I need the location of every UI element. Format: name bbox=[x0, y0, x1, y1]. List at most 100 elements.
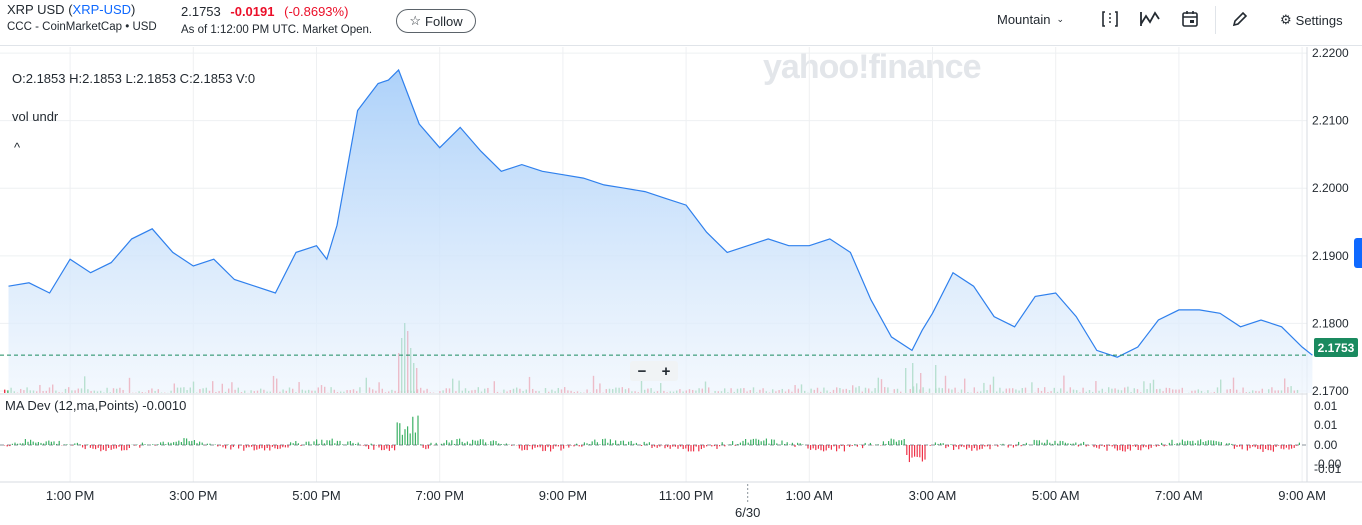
indicator-bar bbox=[230, 445, 232, 450]
indicator-bar bbox=[191, 440, 193, 445]
indicator-bar bbox=[284, 445, 286, 448]
indicator-bar bbox=[635, 442, 637, 445]
indicator-bar bbox=[563, 445, 565, 449]
symbol-title: XRP USD (XRP-USD) bbox=[7, 2, 136, 17]
indicator-bar bbox=[175, 441, 177, 445]
indicator-bar bbox=[573, 445, 575, 447]
x-tick-label: 9:00 PM bbox=[539, 488, 587, 503]
indicator-bar bbox=[297, 443, 299, 445]
indicator-bar bbox=[490, 441, 492, 445]
indicator-bar bbox=[43, 443, 45, 445]
date-marker-label: 6/30 bbox=[735, 505, 760, 520]
indicator-bar bbox=[882, 441, 884, 445]
indicator-bar bbox=[687, 445, 689, 452]
indicator-bar bbox=[1020, 445, 1022, 447]
indicator-bar bbox=[1197, 440, 1199, 445]
indicator-bar bbox=[763, 440, 765, 445]
indicator-bar bbox=[76, 442, 78, 445]
indicator-bar bbox=[45, 441, 47, 445]
indicator-bar bbox=[1077, 445, 1079, 447]
indicator-bar bbox=[282, 445, 284, 448]
toolbar-divider bbox=[1215, 6, 1216, 34]
collapse-caret[interactable]: ^ bbox=[14, 140, 21, 155]
indicator-bar bbox=[531, 445, 533, 450]
indicator-bar bbox=[703, 445, 705, 448]
indicator-bar bbox=[219, 445, 221, 446]
indicator-bar bbox=[682, 445, 684, 450]
indicator-bar bbox=[180, 442, 182, 445]
indicator-bar bbox=[505, 443, 507, 445]
indicator-bar bbox=[1012, 445, 1014, 448]
indicator-bar bbox=[404, 429, 406, 445]
indicator-bar bbox=[1194, 443, 1196, 445]
date-range-icon[interactable] bbox=[1099, 8, 1121, 30]
indicator-bar bbox=[1106, 445, 1108, 451]
indicator-bar bbox=[1202, 442, 1204, 445]
y-tick-label: 2.2100 bbox=[1312, 114, 1349, 128]
indicator-bar bbox=[958, 445, 960, 450]
indicator-bar bbox=[245, 445, 247, 448]
indicator-bar bbox=[326, 440, 328, 445]
indicator-bar bbox=[721, 442, 723, 445]
indicator-bar bbox=[105, 445, 107, 452]
indicator-bar bbox=[1233, 445, 1235, 449]
indicator-bar bbox=[760, 441, 762, 445]
indicator-bar bbox=[557, 445, 559, 447]
indicator-bar bbox=[162, 441, 164, 445]
indicator-bar bbox=[1288, 445, 1290, 450]
indicator-bar bbox=[518, 445, 520, 449]
x-tick-label: 1:00 PM bbox=[46, 488, 94, 503]
timezone-select[interactable]: Mountain ⌄ bbox=[997, 12, 1064, 27]
settings-button[interactable]: ⚙ Settings bbox=[1280, 12, 1343, 28]
indicator-bar bbox=[238, 445, 240, 449]
indicator-bar bbox=[942, 443, 944, 445]
indicator-bar bbox=[901, 440, 903, 445]
indicator-bar bbox=[290, 442, 292, 445]
symbol-ticker-link[interactable]: XRP-USD bbox=[72, 2, 132, 17]
indicator-bar bbox=[1033, 439, 1035, 445]
follow-button[interactable]: ☆ Follow bbox=[396, 9, 476, 33]
indicator-bar bbox=[342, 444, 344, 445]
indicator-bar bbox=[388, 445, 390, 451]
indicators-icon[interactable] bbox=[1139, 8, 1161, 30]
indicator-bar bbox=[599, 444, 601, 445]
zoom-in-button[interactable]: + bbox=[661, 362, 671, 380]
pencil-icon[interactable] bbox=[1229, 8, 1251, 30]
indicator-bar bbox=[654, 445, 656, 447]
indicator-bar bbox=[836, 445, 838, 452]
calendar-icon[interactable] bbox=[1179, 8, 1201, 30]
indicator-bar bbox=[193, 440, 195, 445]
indicator-bar bbox=[973, 445, 975, 449]
indicator-bar bbox=[503, 444, 505, 445]
indicator-bar bbox=[165, 444, 167, 445]
indicator-bar bbox=[472, 439, 474, 445]
zoom-out-button[interactable]: − bbox=[637, 362, 647, 380]
indicator-bar bbox=[838, 445, 840, 449]
indicator-bar bbox=[409, 433, 411, 445]
indicator-bar bbox=[1210, 440, 1212, 445]
indicator-bar bbox=[1252, 445, 1254, 447]
indicator-bar bbox=[178, 440, 180, 445]
indicator-bar bbox=[1054, 440, 1056, 445]
indicator-bar bbox=[352, 442, 354, 445]
indicator-bar bbox=[58, 440, 60, 445]
indicator-bar bbox=[1176, 443, 1178, 445]
indicator-bar bbox=[667, 445, 669, 448]
indicator-bar bbox=[1096, 445, 1098, 448]
indicator-bar bbox=[815, 445, 817, 451]
indicator-bar bbox=[1246, 445, 1248, 451]
y-tick-label: 2.1900 bbox=[1312, 249, 1349, 263]
indicator-bar bbox=[677, 445, 679, 449]
side-panel-tab[interactable] bbox=[1354, 238, 1362, 268]
indicator-bar bbox=[849, 445, 851, 447]
indicator-bar bbox=[986, 445, 988, 447]
indicator-bar bbox=[378, 445, 380, 448]
indicator-bar bbox=[1280, 445, 1282, 449]
indicator-bar bbox=[1067, 443, 1069, 445]
indicator-bar bbox=[732, 441, 734, 445]
indicator-bar bbox=[893, 439, 895, 445]
indicator-bar bbox=[394, 445, 396, 451]
indicator-bar bbox=[277, 445, 279, 450]
indicator-bar bbox=[248, 445, 250, 448]
